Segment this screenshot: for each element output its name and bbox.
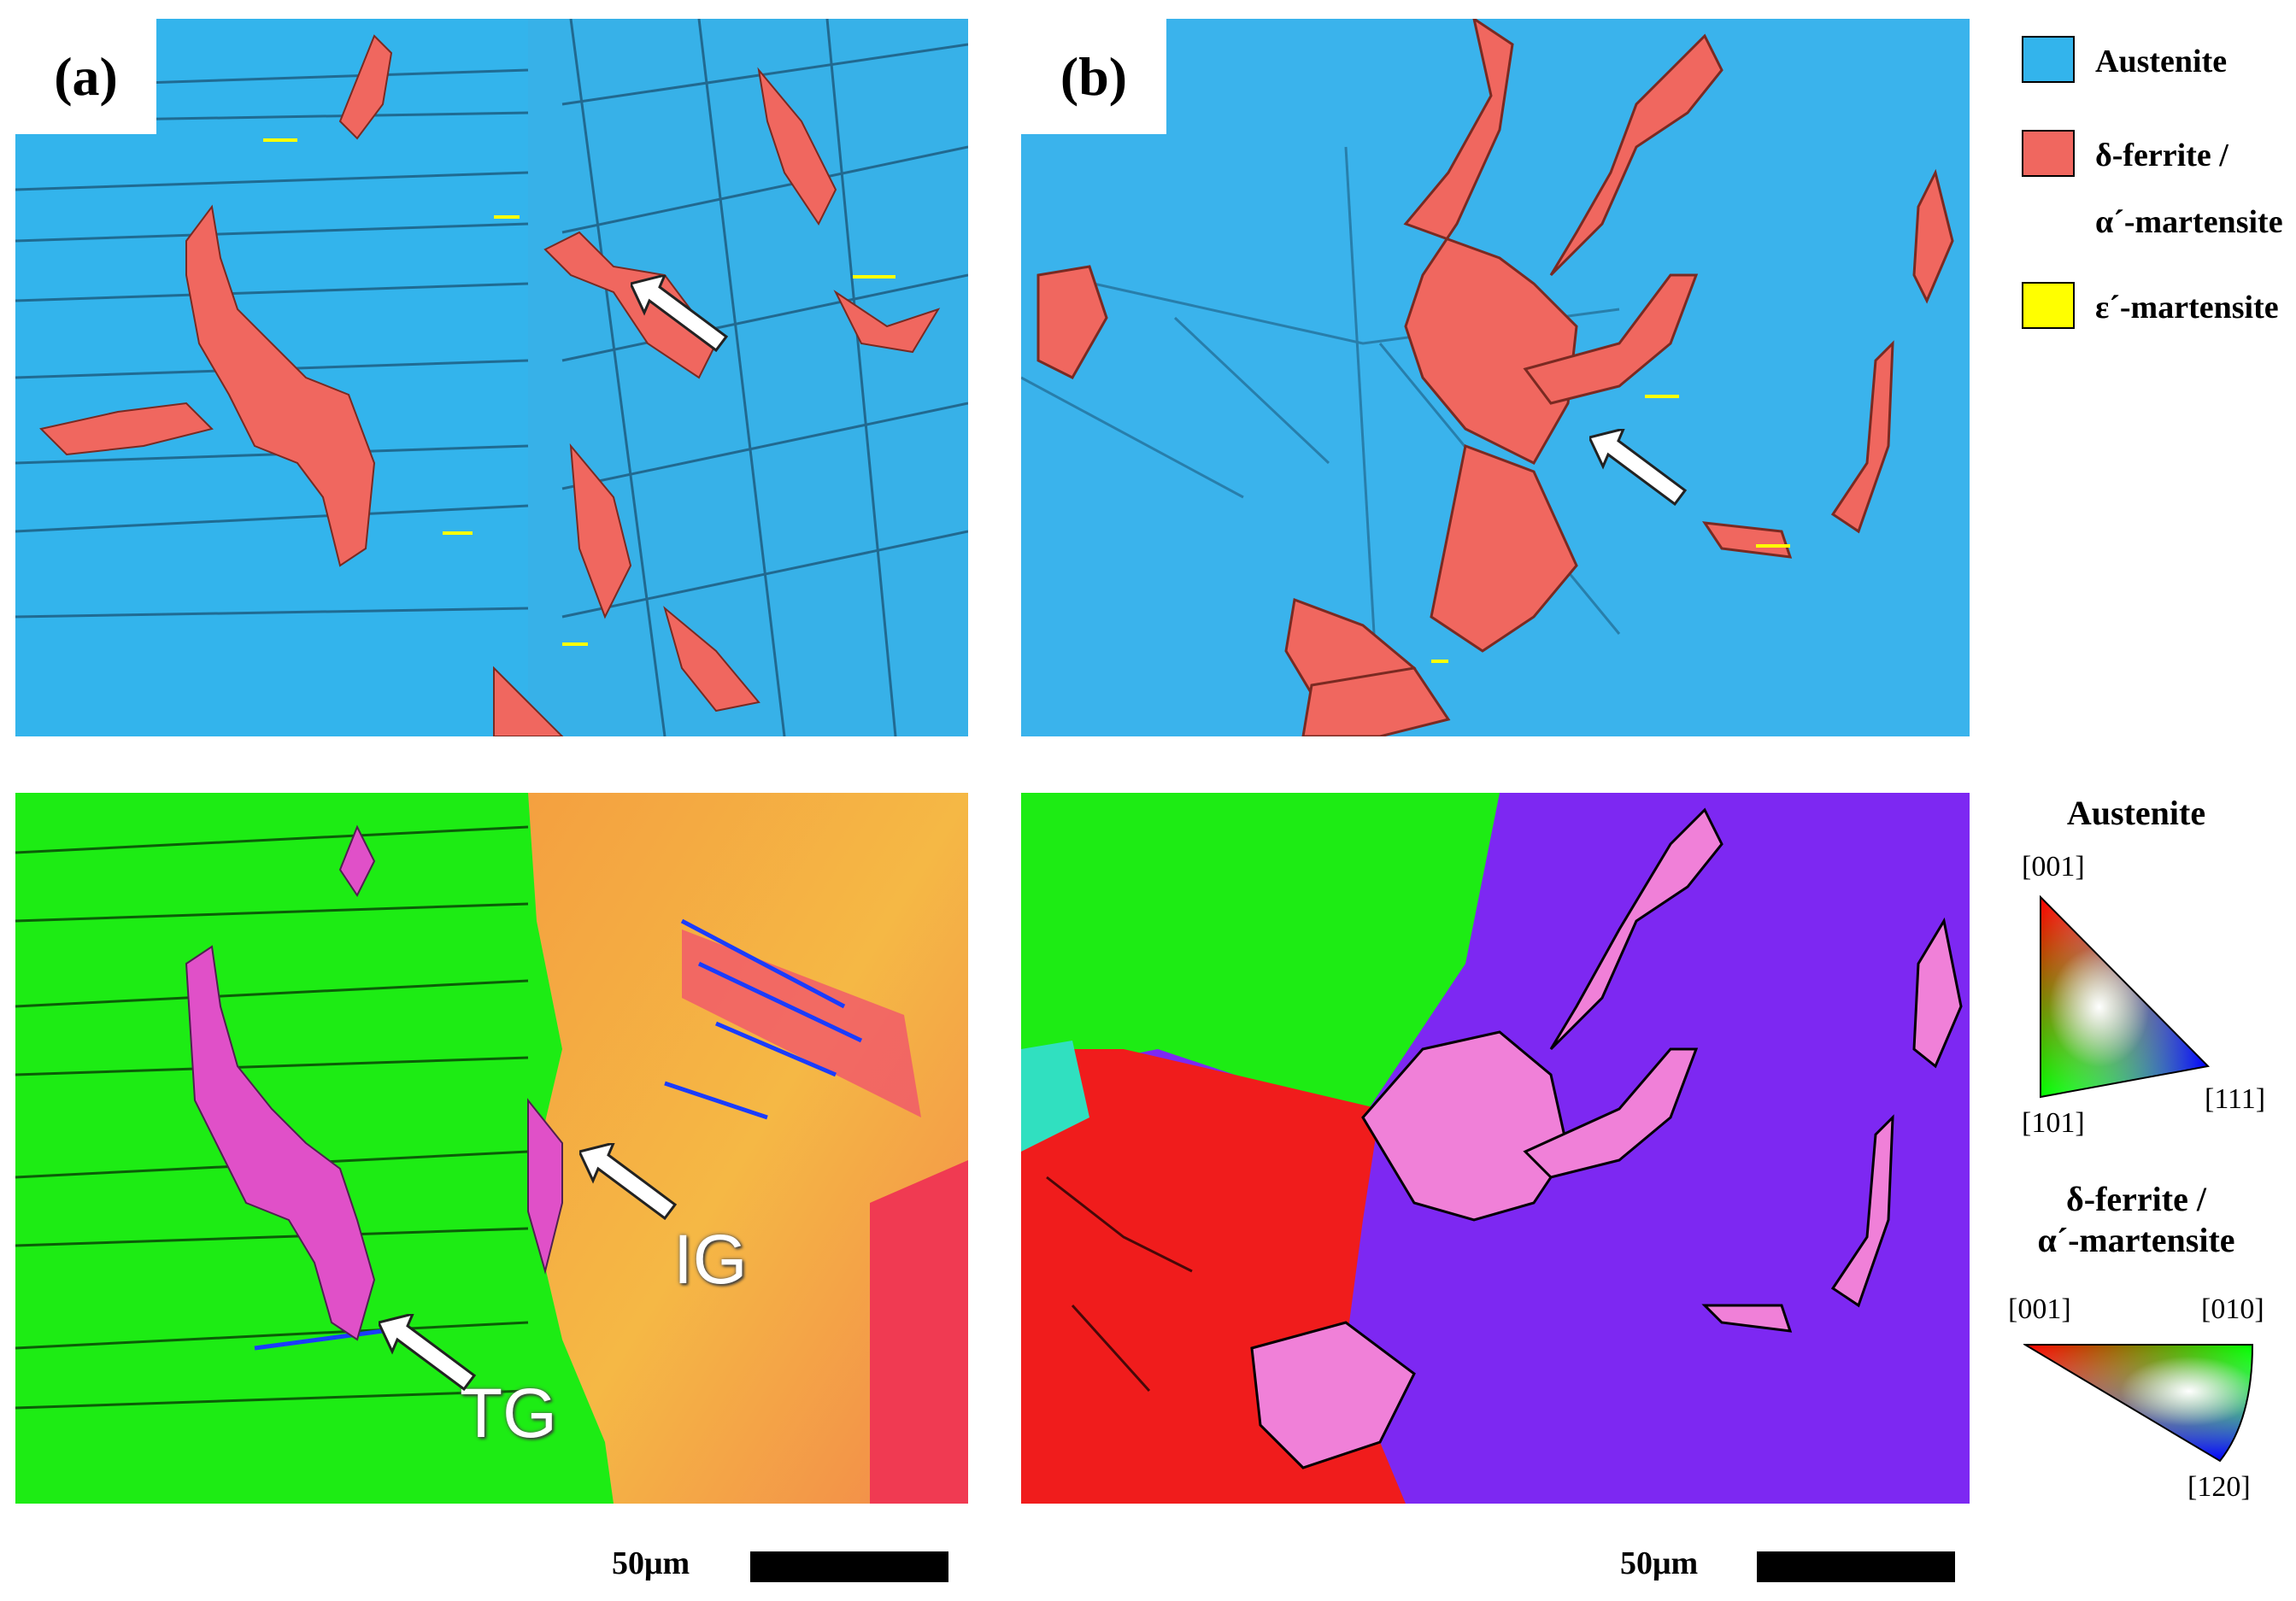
ferrite-martensite-swatch — [2022, 130, 2075, 177]
arrow-icon — [1589, 429, 1688, 506]
orientation-map-b-image — [1021, 793, 1970, 1504]
arrow-icon — [579, 1143, 678, 1220]
phase-map-b-image — [1021, 19, 1970, 736]
scale-bar-left-label: 50μm — [612, 1545, 690, 1581]
austenite-dir-001: [001] — [2022, 851, 2085, 883]
panel-b-label: (b) — [1021, 19, 1166, 134]
austenite-ipf-triangle-icon — [2040, 895, 2210, 1099]
ferrite-dir-010: [010] — [2201, 1293, 2264, 1325]
ferrite-key-title-line2: α´-martensite — [2037, 1221, 2235, 1259]
ferrite-dir-001: [001] — [2008, 1293, 2071, 1325]
austenite-swatch — [2022, 36, 2075, 83]
scale-bar-right — [1757, 1551, 1955, 1582]
austenite-key-title: Austenite — [2066, 794, 2206, 832]
panel-b-phase-map: (b) — [1021, 19, 1970, 736]
alpha-martensite-legend-label: α´-martensite — [2095, 204, 2283, 240]
scale-bar-left — [750, 1551, 948, 1582]
scale-bar-right-label: 50μm — [1620, 1545, 1699, 1581]
orientation-map-a-image — [15, 793, 968, 1504]
epsilon-legend-label: ε´-martensite — [2095, 290, 2279, 325]
austenite-legend-label: Austenite — [2095, 44, 2228, 79]
arrow-icon — [631, 275, 729, 352]
ferrite-ipf-triangle-icon — [2023, 1344, 2254, 1463]
panel-a-orientation-map: IG TG — [15, 793, 968, 1504]
panel-b-orientation-map — [1021, 793, 1970, 1504]
austenite-dir-101: [101] — [2022, 1107, 2085, 1139]
tg-label: TG — [460, 1375, 557, 1452]
arrow-icon — [379, 1314, 477, 1391]
ferrite-key-title-line1: δ-ferrite / — [2066, 1180, 2206, 1218]
austenite-dir-111: [111] — [2205, 1083, 2266, 1115]
ig-label: IG — [673, 1221, 748, 1299]
ferrite-dir-120: [120] — [2187, 1471, 2251, 1503]
phase-map-a-image — [15, 19, 968, 736]
ferrite-legend-label: δ-ferrite / — [2095, 138, 2228, 173]
panel-a-label: (a) — [15, 19, 156, 134]
panel-a-phase-map: (a) — [15, 19, 968, 736]
epsilon-martensite-swatch — [2022, 282, 2075, 329]
